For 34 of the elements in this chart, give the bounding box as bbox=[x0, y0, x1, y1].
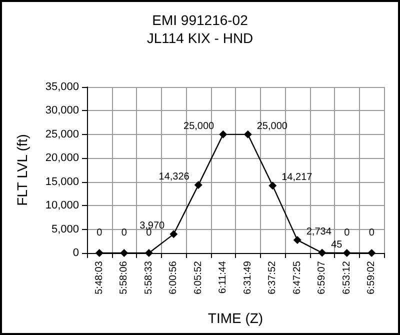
y-tick-label: 35,000 bbox=[45, 81, 79, 93]
x-tick-label: 5:58:06 bbox=[118, 260, 130, 294]
data-label: 0 bbox=[121, 228, 128, 238]
chart-title: EMI 991216-02 bbox=[152, 12, 248, 28]
y-tick-label: 15,000 bbox=[45, 176, 79, 188]
x-tick-label: 6:31:49 bbox=[242, 260, 254, 294]
y-tick-label: 5,000 bbox=[51, 223, 79, 236]
x-tick-label: 6:53:12 bbox=[341, 260, 352, 294]
data-label: 0 bbox=[344, 228, 350, 238]
x-tick-label: 6:11:44 bbox=[218, 260, 229, 294]
x-tick-label: 6:00:56 bbox=[168, 260, 180, 294]
x-tick-label: 6:59:07 bbox=[316, 260, 328, 294]
data-label: 45 bbox=[331, 239, 343, 250]
y-tick-label: 10,000 bbox=[45, 200, 79, 212]
data-label: 0 bbox=[96, 228, 103, 238]
data-label: 14,326 bbox=[158, 172, 190, 183]
y-tick-label: 25,000 bbox=[45, 128, 79, 140]
x-tick-label: 6:47:25 bbox=[292, 260, 303, 294]
data-label: 2,734 bbox=[306, 226, 332, 238]
data-label: 25,000 bbox=[184, 120, 215, 132]
data-label: 0 bbox=[368, 228, 375, 238]
x-tick-label: 5:48:03 bbox=[94, 260, 105, 294]
y-tick-label: 0 bbox=[72, 247, 79, 259]
y-tick-label: 20,000 bbox=[45, 152, 79, 164]
x-tick-label: 5:58:33 bbox=[143, 260, 154, 294]
y-tick-label: 30,000 bbox=[45, 104, 79, 117]
y-axis-title: FLT LVL (ft) bbox=[14, 134, 30, 206]
data-label: 14,217 bbox=[282, 172, 313, 184]
x-tick-label: 6:59:02 bbox=[366, 260, 378, 294]
x-tick-label: 6:37:52 bbox=[267, 260, 278, 294]
data-label: 25,000 bbox=[256, 120, 288, 132]
x-tick-label: 6:05:52 bbox=[192, 260, 204, 294]
x-axis-title: TIME (Z) bbox=[208, 310, 264, 326]
chart-subtitle: JL114 KIX - HND bbox=[146, 30, 254, 46]
